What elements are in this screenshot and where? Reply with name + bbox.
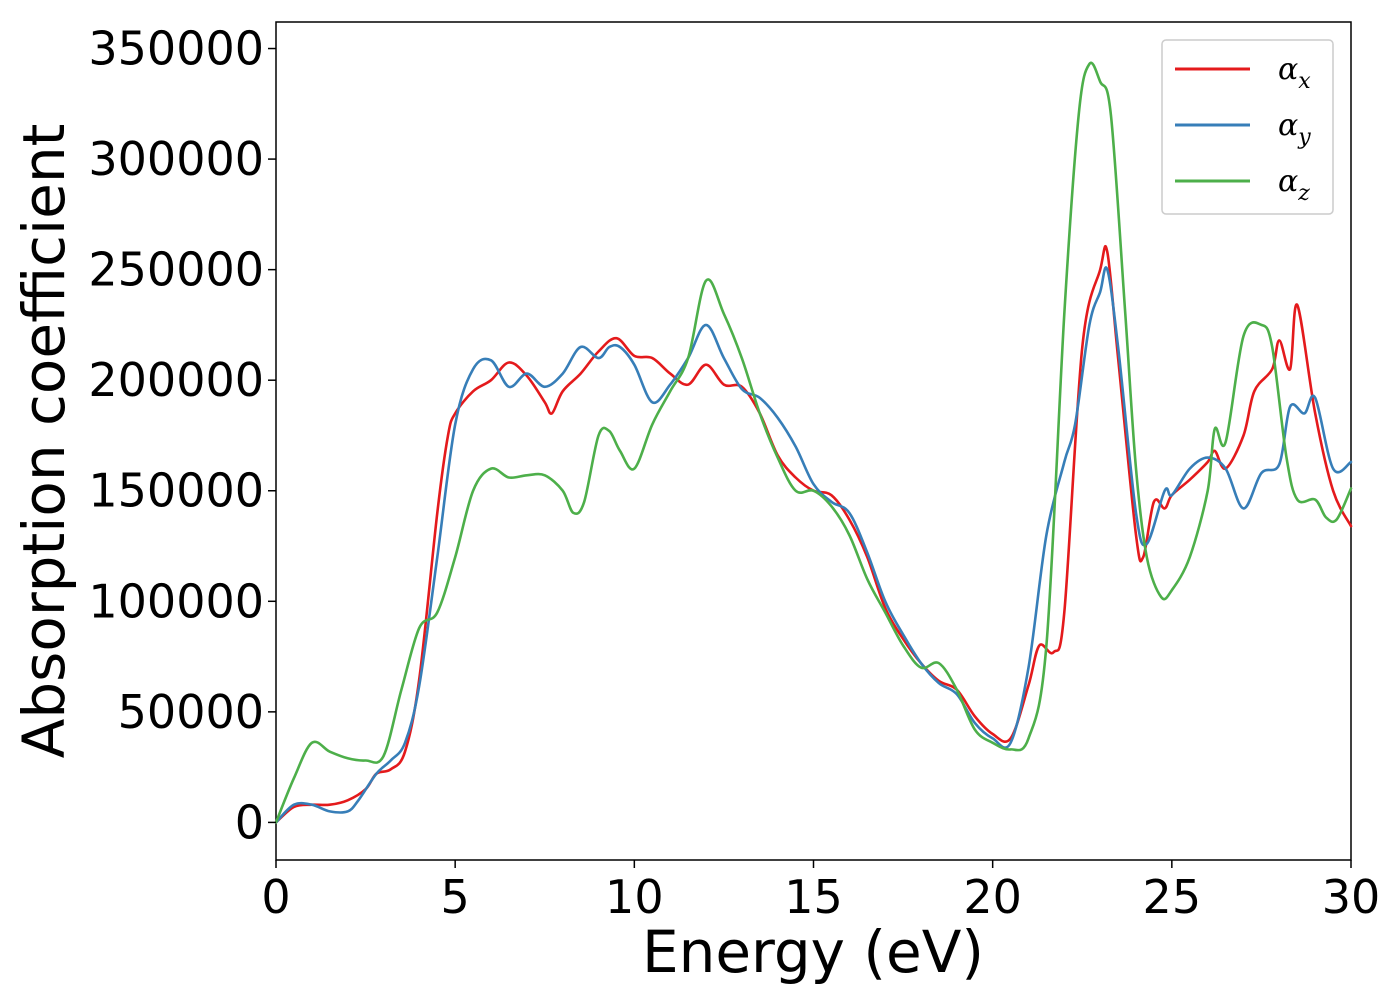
x-tick-label: 0 — [261, 870, 290, 924]
series-layer — [274, 61, 1353, 824]
x-tick-label: 15 — [784, 870, 843, 924]
legend-label-subscript: x — [1298, 69, 1311, 94]
legend-label-base: α — [1278, 164, 1298, 199]
series-line-x — [274, 244, 1353, 824]
y-tick-label: 350000 — [88, 22, 264, 76]
series-line-z — [274, 61, 1353, 824]
y-axis: 0 50000 100000 150000 200000 250000 300000 3500… — [88, 22, 276, 849]
legend-label-z: αz — [1278, 164, 1310, 206]
x-axis-title: Energy (eV) — [642, 918, 984, 986]
series-line-y — [274, 266, 1353, 824]
y-tick-label: 250000 — [88, 243, 264, 297]
x-axis: 0 5 10 15 20 25 30 — [261, 860, 1380, 924]
legend-label-subscript: y — [1297, 125, 1311, 150]
x-tick-label: 20 — [963, 870, 1022, 924]
y-tick-label: 0 — [235, 795, 264, 849]
y-tick-label: 200000 — [88, 353, 264, 407]
x-tick-label: 10 — [605, 870, 664, 924]
legend-label-base: α — [1278, 108, 1298, 143]
x-tick-label: 30 — [1322, 870, 1381, 924]
x-tick-label: 25 — [1143, 870, 1202, 924]
x-tick-label: 5 — [441, 870, 470, 924]
y-tick-label: 50000 — [118, 685, 264, 739]
y-axis-title: Absorption coefficient — [10, 124, 78, 759]
legend-label-subscript: z — [1297, 181, 1310, 206]
legend-label-x: αx — [1278, 52, 1311, 94]
y-tick-label: 100000 — [88, 574, 264, 628]
legend-label-base: α — [1278, 52, 1298, 87]
legend-box — [1161, 39, 1334, 215]
legend-label-y: αy — [1278, 108, 1311, 150]
y-tick-label: 150000 — [88, 464, 264, 518]
y-tick-label: 300000 — [88, 132, 264, 186]
